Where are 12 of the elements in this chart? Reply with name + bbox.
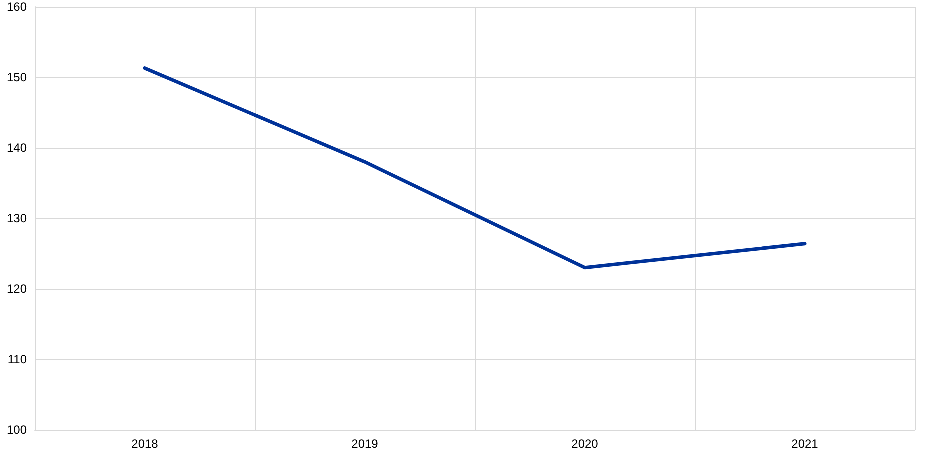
y-tick-label: 130	[6, 212, 28, 226]
x-tick-label: 2021	[792, 437, 819, 451]
x-tick-label: 2019	[352, 437, 379, 451]
y-tick-label: 100	[6, 423, 28, 437]
y-tick-label: 120	[6, 282, 28, 296]
x-tick-label: 2020	[572, 437, 599, 451]
line-series	[143, 66, 807, 270]
y-tick-label: 140	[6, 141, 28, 155]
y-tick-label: 110	[8, 352, 28, 366]
y-tick-label: 150	[6, 70, 28, 84]
y-tick-label: 160	[6, 0, 28, 14]
x-tick-label: 2018	[132, 437, 159, 451]
